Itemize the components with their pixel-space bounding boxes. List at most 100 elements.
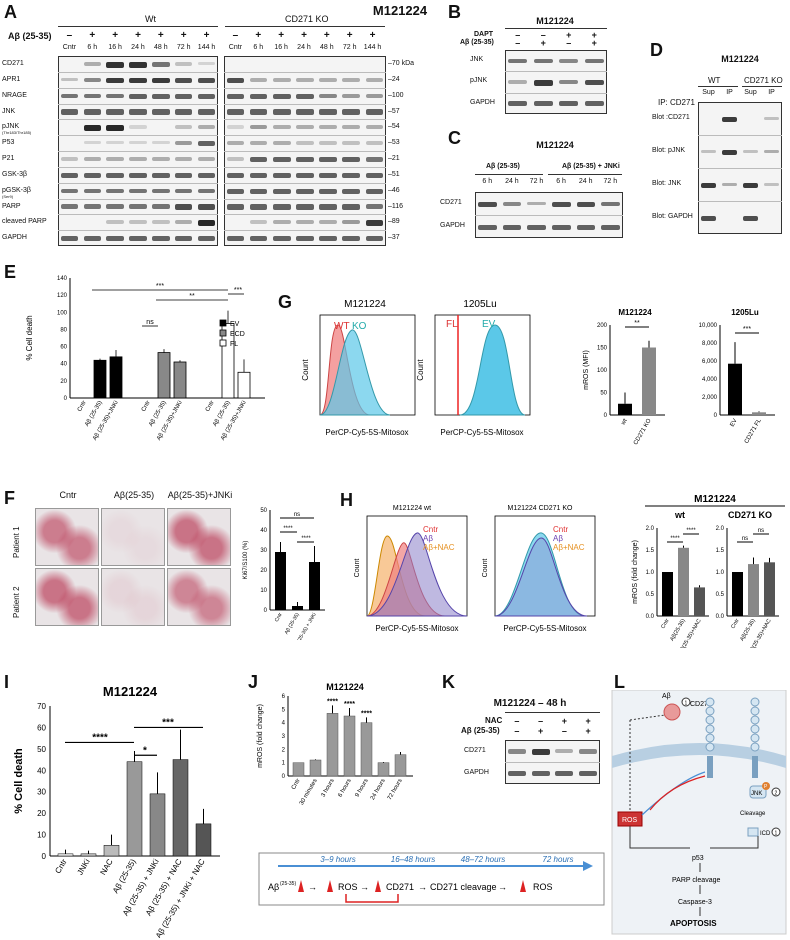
y-tick-label: 1.0 [716, 570, 725, 576]
blot-row-divider [224, 166, 386, 168]
bar [275, 552, 286, 610]
blot-band [319, 188, 337, 194]
sign: + [301, 30, 307, 41]
blot-band [129, 172, 147, 178]
blot-row-divider [58, 198, 218, 200]
panel-d-ko-line [742, 86, 782, 87]
phospho-marker [762, 782, 770, 790]
blot-band [559, 58, 579, 64]
blot-band [60, 109, 79, 115]
blot-band [273, 77, 291, 82]
blot-band [249, 141, 268, 145]
sign: – [515, 38, 521, 48]
blot-band [129, 141, 147, 145]
receptor-domain [750, 697, 760, 707]
legend-label: FL [230, 341, 238, 348]
blot-band [197, 236, 216, 242]
blot-band [273, 125, 291, 130]
blot-band [273, 204, 291, 210]
blot-band [226, 125, 245, 129]
blot-band [152, 61, 170, 67]
timepoint: 24 h [505, 178, 519, 185]
blot-band [584, 79, 604, 86]
legend-swatch [219, 319, 227, 327]
blot-band [175, 236, 193, 242]
sign: + [157, 30, 164, 41]
blot-band [83, 172, 101, 178]
y-tick-label: 0.5 [716, 592, 725, 598]
sign: + [561, 716, 567, 726]
y-axis-label: mROS (fold change) [632, 540, 639, 604]
subtitle: CD271 KO [728, 510, 772, 520]
blot-band [129, 236, 147, 242]
legend-label: Aβ [423, 534, 433, 543]
blot-band [226, 236, 245, 242]
histogram-title: M121224 wt [393, 505, 431, 512]
flow-ros: ROS [338, 882, 358, 892]
blot-band [175, 204, 193, 210]
blot-band [175, 188, 193, 194]
y-tick-label: 0 [42, 852, 47, 861]
blot-band [60, 93, 79, 99]
blot-band [559, 101, 579, 107]
blot-band [129, 77, 147, 84]
panel-a-ko-line [225, 26, 385, 27]
x-tick-label: CD271 KO [633, 418, 653, 446]
x-tick-label: NAC [98, 857, 114, 876]
y-tick-label: 150 [597, 346, 608, 352]
timepoint: 16 h [108, 44, 122, 51]
blot-row-label: GAPDH [464, 769, 489, 776]
blot-band [106, 188, 124, 194]
blot-band [175, 141, 193, 146]
chart-title: M121224 [103, 684, 158, 699]
blot-band [175, 125, 193, 129]
ihc-image [101, 568, 165, 626]
flow-arrow: → [418, 882, 427, 892]
y-tick-label: 1.0 [646, 570, 655, 576]
blot-band [106, 220, 124, 224]
chart-title: M121224 [694, 494, 736, 505]
blot-band [152, 188, 170, 194]
sign: + [537, 726, 544, 736]
blot-band [365, 220, 384, 226]
blot-band [197, 141, 216, 147]
chart-title: 1205Lu [731, 308, 759, 317]
blot-row-divider [224, 182, 386, 184]
blot-band [83, 77, 101, 83]
blot-band [342, 141, 361, 145]
blot-band [129, 220, 147, 224]
blot-band [83, 141, 101, 145]
y-tick-label: 20 [260, 568, 267, 574]
bar [93, 359, 107, 399]
timepoint: 6 h [556, 178, 566, 185]
up-arrow [327, 880, 333, 892]
y-tick-label: 8,000 [702, 341, 718, 347]
sig-label: * [143, 745, 147, 756]
bar [728, 363, 742, 415]
blot-band [226, 188, 245, 194]
legend-label: FL [446, 319, 458, 330]
blot-band [197, 61, 216, 66]
blot-band [601, 201, 621, 207]
blot-band [296, 236, 314, 242]
abeta-particle [663, 703, 681, 721]
blot-row-divider [224, 135, 386, 137]
column-label: Sup [702, 89, 715, 96]
sign: + [585, 716, 591, 726]
timeline-label: 3–9 hours [320, 855, 356, 864]
y-tick-label: 0.0 [716, 614, 725, 620]
flow-arrow: → [308, 882, 317, 892]
blot-band [175, 156, 193, 161]
blot-band [296, 172, 314, 178]
blot-row-divider [58, 151, 218, 152]
blot-band [365, 236, 384, 242]
x-tick-label: JNKi [75, 857, 91, 876]
timepoint: 24 h [131, 44, 145, 51]
sig-label: ns [758, 528, 764, 534]
merge-lines [629, 826, 759, 849]
y-axis-label: mROS (MFI) [583, 350, 590, 390]
panel-j-timeline: 3–9 hours 16–48 hours 48–72 hours 72 hours A… [258, 852, 605, 906]
y-tick-label: 3 [282, 734, 286, 740]
blot-row-divider [698, 168, 782, 169]
